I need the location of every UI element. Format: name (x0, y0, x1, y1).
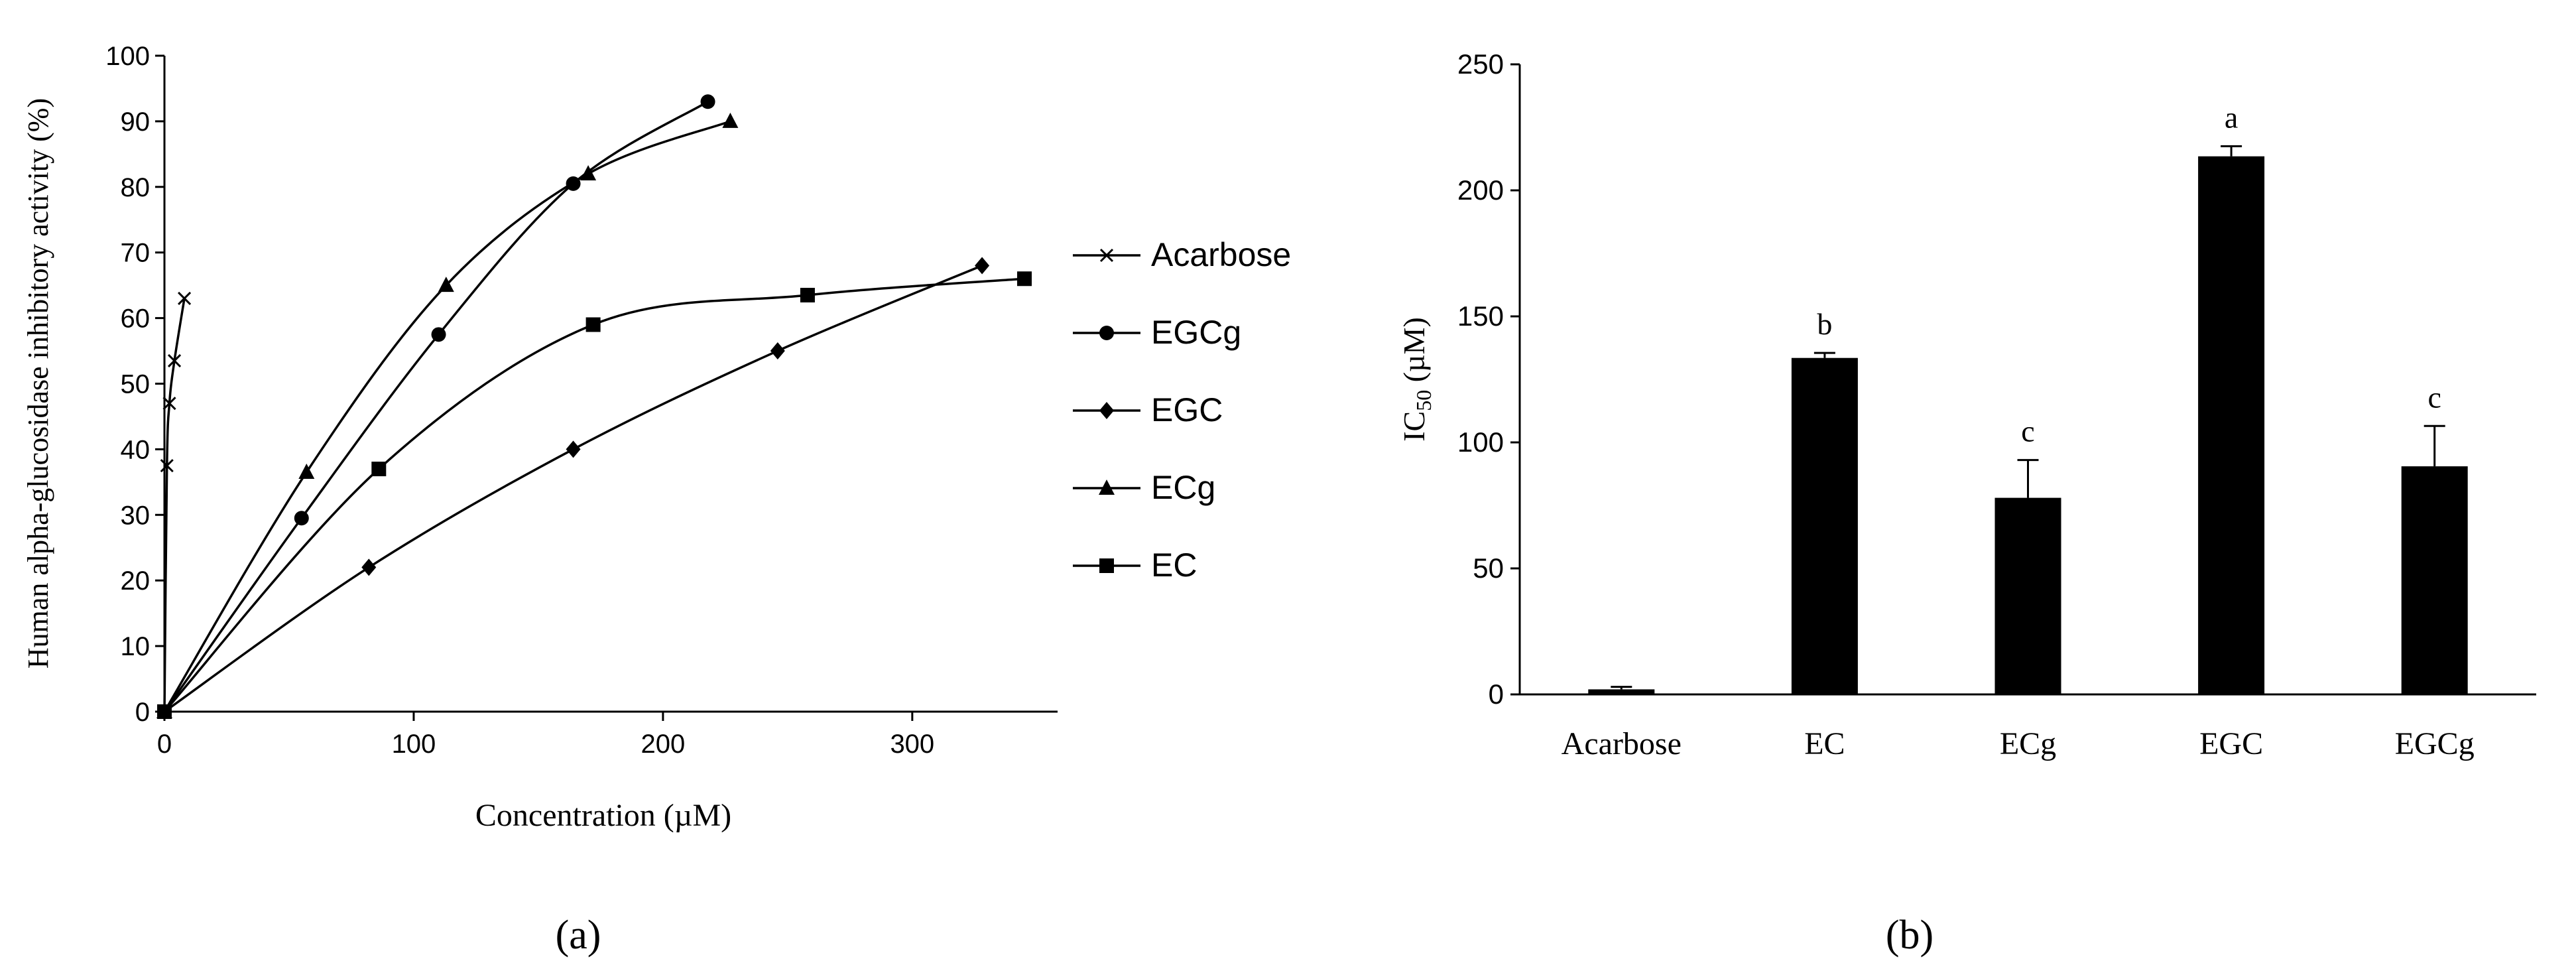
category-label-egcg: EGCg (2395, 726, 2475, 761)
error-bar-ec (1813, 352, 1835, 358)
data-point-ec (157, 704, 172, 719)
y-tick-label-a: 90 (121, 107, 151, 137)
y-tick-label-a: 60 (121, 304, 151, 334)
data-point-ecg (722, 112, 739, 128)
y-tick-label-b: 150 (1457, 300, 1504, 332)
series-line-ecg (163, 120, 731, 712)
legend-label-egc: EGC (1151, 391, 1223, 428)
legend-label-ec: EC (1151, 547, 1197, 584)
data-point-ec (1017, 271, 1032, 287)
data-point-acarbose (167, 354, 182, 367)
y-axis-label-a: Human alpha-glucosidase inhibitory activ… (22, 98, 54, 669)
data-point-egcg (431, 327, 446, 342)
legend-marker-ec (1099, 558, 1114, 573)
panel-label-b: (b) (1886, 913, 1933, 958)
data-point-egcg (700, 94, 715, 109)
y-tick-label-a: 0 (135, 698, 150, 727)
data-point-egcg (294, 511, 309, 526)
legend-marker-ecg (1099, 480, 1115, 495)
legend-label-egcg: EGCg (1151, 314, 1241, 351)
y-tick-label-b: 200 (1457, 174, 1504, 206)
line-chart-panel-a: 0 10 20 30 40 50 60 70 80 90 100 0 100 200 300 Acarbo… (22, 42, 1291, 958)
error-bar-egcg (2423, 424, 2445, 467)
y-tick-label-a: 100 (105, 42, 150, 71)
y-tick-label-b: 0 (1489, 678, 1504, 710)
x-tick-label-a: 100 (392, 730, 436, 759)
legend-marker-egcg (1099, 326, 1114, 340)
y-tick-label-a: 50 (121, 370, 151, 399)
y-tick-label-a: 70 (121, 239, 151, 268)
data-point-ecg (438, 277, 454, 292)
error-bar-ecg (2017, 459, 2039, 498)
bar-acarbose (1588, 689, 1655, 694)
data-point-ec (585, 317, 601, 332)
data-point-egc (770, 342, 785, 360)
data-point-egc (975, 257, 990, 275)
x-axis-label-a: Concentration (µM) (475, 798, 731, 833)
significance-letter-egc: a (2225, 101, 2238, 135)
error-bar-egc (2221, 145, 2242, 157)
y-axis-label-b-unit: (µM) (1397, 317, 1431, 390)
legend-label-ecg: ECg (1151, 469, 1215, 506)
x-tick-label-a: 200 (641, 730, 686, 759)
legend-marker-acarbose (1099, 248, 1114, 263)
category-label-acarbose: Acarbose (1562, 726, 1682, 761)
legend-marker-egc (1099, 402, 1114, 419)
bar-egcg (2401, 466, 2468, 694)
data-point-acarbose (162, 397, 176, 411)
legend-label-acarbose: Acarbose (1151, 236, 1291, 273)
y-tick-label-a: 80 (121, 173, 151, 202)
series-line-acarbose (163, 298, 186, 712)
y-axis-label-b: IC50 (µM) (1397, 317, 1436, 442)
data-point-egc (361, 558, 377, 576)
series-line-egcg (163, 100, 709, 713)
panel-label-a: (a) (556, 913, 601, 958)
bar-egc (2198, 156, 2265, 694)
y-tick-label-a: 20 (121, 566, 151, 596)
y-tick-label-a: 40 (121, 435, 151, 464)
data-point-ecg (298, 464, 315, 480)
data-point-acarbose (178, 291, 192, 305)
category-label-egc: EGC (2199, 726, 2263, 761)
x-tick-label-a: 300 (890, 730, 934, 759)
bar-chart-panel-b: 0 50 100 150 200 250 b c a c Acarbose EC ECg EGC EGC… (1397, 48, 2536, 958)
category-label-ecg: ECg (2000, 726, 2056, 761)
data-point-acarbose (160, 459, 174, 473)
y-axis-label-b-main: IC (1397, 411, 1431, 442)
y-tick-label-b: 50 (1473, 552, 1504, 584)
significance-letter-ec: b (1817, 307, 1832, 341)
x-tick-label-a: 0 (157, 730, 172, 759)
significance-letter-egcg: c (2427, 380, 2441, 414)
y-tick-label-b: 100 (1457, 426, 1504, 458)
error-bar-acarbose (1611, 686, 1632, 690)
y-tick-label-a: 10 (121, 632, 151, 661)
y-axis-label-b-sub: 50 (1412, 390, 1436, 411)
data-point-ec (800, 287, 815, 302)
significance-letter-ecg: c (2021, 415, 2034, 448)
data-point-ecg (580, 165, 597, 181)
y-tick-label-a: 30 (121, 501, 151, 530)
category-label-ec: EC (1804, 726, 1845, 761)
y-tick-label-b: 250 (1457, 48, 1504, 80)
data-point-egc (566, 440, 581, 458)
data-point-ec (371, 462, 387, 477)
bar-ecg (1994, 497, 2061, 694)
series-line-ec (163, 277, 1025, 713)
bar-ec (1791, 357, 1858, 694)
